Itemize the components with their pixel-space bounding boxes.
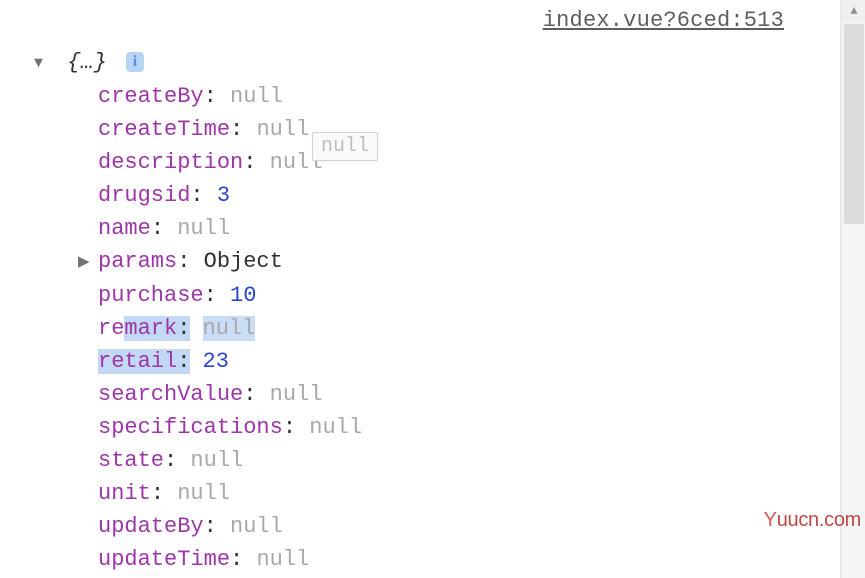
property-key: createTime xyxy=(98,117,230,142)
colon: : xyxy=(190,183,203,208)
collapse-icon[interactable]: ▼ xyxy=(34,47,48,80)
object-tree: ▼ {…} i createBy: nullcreateTime: nullde… xyxy=(54,46,840,576)
property-value: null xyxy=(177,481,230,506)
property-row[interactable]: state: null xyxy=(98,444,840,477)
property-key: unit xyxy=(98,481,151,506)
property-row[interactable]: createTime: null xyxy=(98,113,840,146)
colon: : xyxy=(204,514,217,539)
property-value: null xyxy=(309,415,362,440)
colon: : xyxy=(151,481,164,506)
property-key: params xyxy=(98,249,177,274)
property-row[interactable]: updateTime: null xyxy=(98,543,840,576)
colon: : xyxy=(151,216,164,241)
property-value: null xyxy=(230,84,283,109)
colon: : xyxy=(230,547,243,572)
property-row[interactable]: description: null xyxy=(98,146,840,179)
property-value: 23 xyxy=(203,349,229,374)
property-value: null xyxy=(256,117,309,142)
console-content: index.vue?6ced:513 ▼ {…} i createBy: nul… xyxy=(0,0,841,578)
property-key: updateBy xyxy=(98,514,204,539)
property-row[interactable]: remark: null xyxy=(98,312,840,345)
property-key: drugsid xyxy=(98,183,190,208)
watermark: Yuucn.com xyxy=(764,509,861,532)
property-row[interactable]: searchValue: null xyxy=(98,378,840,411)
colon: : xyxy=(243,382,256,407)
property-row[interactable]: name: null xyxy=(98,212,840,245)
source-link[interactable]: index.vue?6ced:513 xyxy=(543,8,784,33)
property-value: null xyxy=(177,216,230,241)
property-value: null xyxy=(190,448,243,473)
property-key: searchValue xyxy=(98,382,243,407)
property-row[interactable]: retail: 23 xyxy=(98,345,840,378)
property-value: null xyxy=(270,382,323,407)
hover-tooltip: null xyxy=(312,132,378,161)
colon: : xyxy=(204,84,217,109)
info-icon[interactable]: i xyxy=(126,52,144,72)
property-key: remark xyxy=(98,316,177,341)
property-row[interactable]: specifications: null xyxy=(98,411,840,444)
property-value: Object xyxy=(204,249,283,274)
property-key: retail xyxy=(98,349,177,374)
property-key: createBy xyxy=(98,84,204,109)
colon: : xyxy=(204,283,217,308)
property-value: null xyxy=(230,514,283,539)
object-header[interactable]: ▼ {…} i xyxy=(54,46,840,80)
colon: : xyxy=(283,415,296,440)
object-properties: createBy: nullcreateTime: nulldescriptio… xyxy=(98,80,840,576)
scroll-up-icon[interactable]: ▲ xyxy=(842,0,865,22)
vertical-scrollbar[interactable]: ▲ xyxy=(841,0,865,578)
expand-icon[interactable]: ▶ xyxy=(78,246,92,279)
property-value: null xyxy=(256,547,309,572)
colon: : xyxy=(177,349,190,374)
scroll-thumb[interactable] xyxy=(844,24,864,224)
property-key: purchase xyxy=(98,283,204,308)
property-value: 10 xyxy=(230,283,256,308)
property-row[interactable]: updateBy: null xyxy=(98,510,840,543)
colon: : xyxy=(164,448,177,473)
colon: : xyxy=(243,150,256,175)
property-key: updateTime xyxy=(98,547,230,572)
property-value: null xyxy=(203,316,256,341)
colon: : xyxy=(230,117,243,142)
property-row[interactable]: purchase: 10 xyxy=(98,279,840,312)
property-key: state xyxy=(98,448,164,473)
property-key: name xyxy=(98,216,151,241)
colon: : xyxy=(177,249,190,274)
colon: : xyxy=(177,316,190,341)
property-row[interactable]: ▶params: Object xyxy=(98,245,840,279)
property-row[interactable]: createBy: null xyxy=(98,80,840,113)
object-summary: {…} xyxy=(67,50,107,75)
property-row[interactable]: drugsid: 3 xyxy=(98,179,840,212)
property-value: 3 xyxy=(217,183,230,208)
property-key: specifications xyxy=(98,415,283,440)
property-row[interactable]: unit: null xyxy=(98,477,840,510)
property-key: description xyxy=(98,150,243,175)
